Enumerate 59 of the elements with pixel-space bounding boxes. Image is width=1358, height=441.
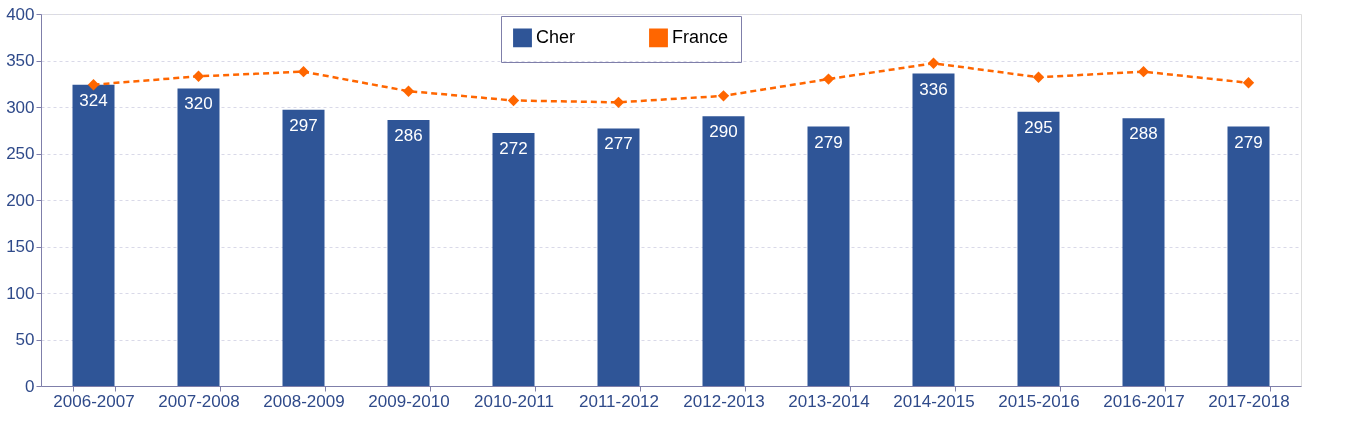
data-label: 295	[1024, 117, 1053, 137]
data-label: 286	[394, 126, 423, 146]
y-tick-label: 400	[6, 4, 35, 24]
data-label: 279	[1234, 132, 1263, 152]
point	[717, 90, 730, 102]
y-tick-label: 350	[6, 51, 35, 70]
data-label: 272	[499, 139, 528, 159]
x-tick-label: 2017-2018	[1208, 391, 1290, 411]
bar	[177, 88, 220, 386]
x-tick-label: 2010-2011	[473, 391, 555, 411]
point	[402, 85, 415, 97]
bar	[597, 128, 640, 386]
x-tick-label: 2013-2014	[788, 391, 870, 411]
x-tick-label: 2014-2015	[893, 391, 975, 411]
x-tick-label: 2015-2016	[998, 391, 1080, 411]
y-tick-label: 0	[25, 376, 35, 396]
legend-label: France	[672, 26, 729, 47]
bar	[387, 120, 430, 386]
y-tick-label: 150	[6, 237, 35, 256]
point	[192, 70, 205, 83]
data-label: 324	[79, 90, 108, 110]
y-tick-label: 100	[6, 283, 35, 303]
bar	[807, 126, 850, 386]
bar	[492, 133, 535, 386]
bar	[702, 116, 745, 386]
bar	[1122, 118, 1165, 386]
point	[1032, 71, 1045, 83]
point	[1242, 77, 1255, 89]
legend-label: Cher	[536, 26, 576, 47]
data-label: 297	[289, 115, 318, 135]
bar	[1227, 126, 1270, 386]
point	[927, 57, 940, 69]
data-label: 277	[604, 134, 633, 154]
x-tick-label: 2006-2007	[53, 391, 135, 411]
bar	[282, 109, 325, 386]
bar	[72, 84, 115, 386]
point	[612, 96, 625, 109]
y-tick-label: 50	[15, 330, 35, 349]
data-label: 320	[184, 94, 213, 114]
data-label: 279	[814, 132, 843, 152]
x-tick-label: 2009-2010	[368, 391, 450, 411]
bar	[912, 73, 955, 386]
y-tick-label: 250	[6, 144, 35, 163]
point	[507, 94, 520, 107]
x-tick-label: 2008-2009	[263, 391, 345, 411]
point	[822, 73, 835, 85]
point	[1137, 65, 1150, 78]
data-label: 336	[919, 79, 948, 99]
data-label: 290	[709, 122, 738, 142]
x-tick-label: 2007-2008	[158, 391, 240, 411]
x-tick-label: 2016-2017	[1103, 391, 1185, 411]
y-tick-label: 200	[6, 190, 35, 210]
x-tick-label: 2011-2012	[578, 391, 660, 411]
point	[297, 65, 310, 78]
data-label: 288	[1129, 124, 1158, 144]
point	[87, 78, 100, 91]
y-tick-label: 300	[6, 97, 35, 117]
bar	[1017, 111, 1060, 386]
x-tick-label: 2012-2013	[683, 391, 765, 411]
